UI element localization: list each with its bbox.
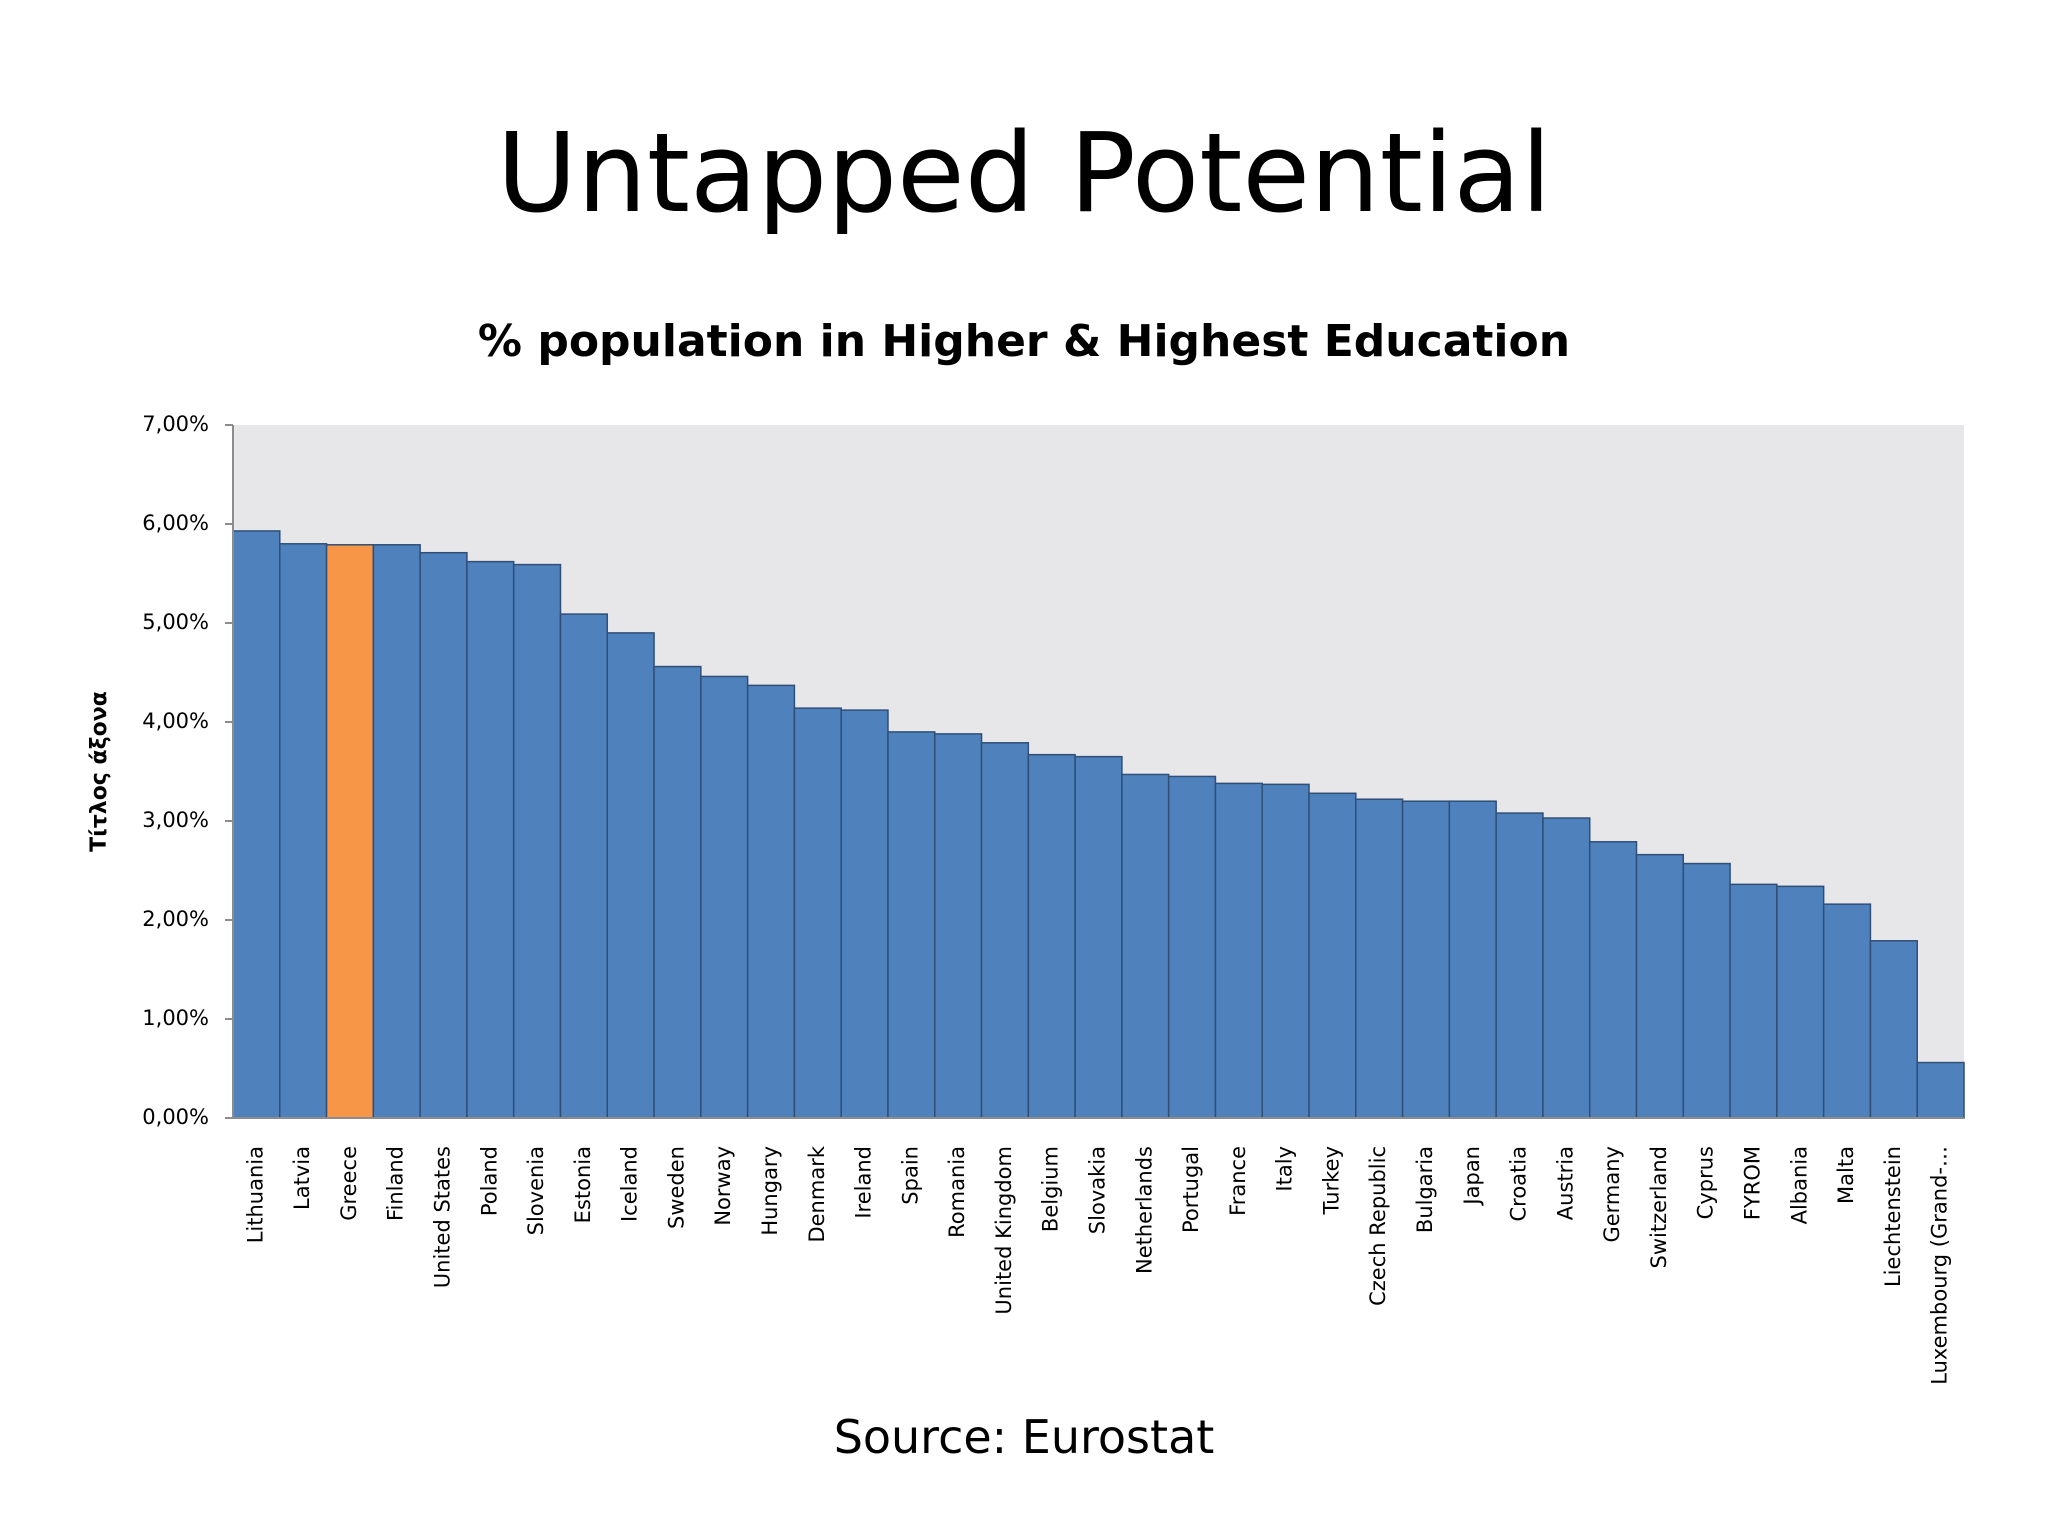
- bar-bulgaria: [1401, 800, 1451, 1119]
- category-label: FYROM: [1740, 1146, 1764, 1220]
- category-label: Lithuania: [243, 1146, 267, 1243]
- bar-slovenia: [512, 563, 562, 1119]
- bars-group: [232, 530, 1965, 1119]
- bar-italy: [1261, 783, 1310, 1119]
- category-label: Portugal: [1179, 1146, 1203, 1233]
- category-label: Sweden: [664, 1146, 688, 1229]
- category-label: Ireland: [852, 1146, 876, 1219]
- category-label: Romania: [945, 1146, 969, 1238]
- y-axis-title: Τίτλος άξονα: [87, 691, 112, 852]
- y-tick-labels: 0,00% 1,00% 2,00% 3,00% 4,00% 5,00% 6,00% 7,00%: [142, 412, 209, 1129]
- category-label: France: [1226, 1146, 1250, 1216]
- category-label: Greece: [337, 1146, 361, 1221]
- category-label: Japan: [1460, 1146, 1484, 1207]
- bar-liechtenstein: [1869, 940, 1918, 1119]
- y-tick-label: 2,00%: [142, 907, 209, 931]
- bar-germany: [1588, 841, 1638, 1119]
- category-label: Poland: [477, 1146, 501, 1216]
- source-note: Source: Eurostat: [833, 1410, 1215, 1464]
- y-tick-label: 5,00%: [142, 610, 209, 634]
- bar-france: [1214, 782, 1263, 1119]
- y-tick-label: 0,00%: [142, 1105, 209, 1129]
- category-label: Liechtenstein: [1881, 1146, 1905, 1287]
- category-label: Slovakia: [1086, 1146, 1110, 1234]
- y-tick-label: 6,00%: [142, 511, 209, 535]
- bar-malta: [1822, 903, 1872, 1119]
- bar-slovakia: [1074, 755, 1123, 1119]
- category-label: Netherlands: [1132, 1146, 1156, 1274]
- bar-norway: [700, 675, 749, 1119]
- category-label: Estonia: [571, 1146, 595, 1223]
- category-label: Austria: [1553, 1146, 1577, 1220]
- category-label: United States: [431, 1146, 455, 1288]
- category-label: Malta: [1834, 1146, 1858, 1204]
- axes-group: [225, 424, 1964, 1119]
- category-label: Belgium: [1039, 1146, 1063, 1232]
- category-label: Albania: [1787, 1146, 1811, 1224]
- bar-albania: [1776, 885, 1825, 1119]
- bar-romania: [934, 733, 983, 1119]
- bar-sweden: [653, 665, 702, 1119]
- bar-poland: [466, 560, 515, 1119]
- bar-japan: [1448, 800, 1497, 1119]
- category-label: Cyprus: [1694, 1146, 1718, 1219]
- bar-lithuania: [232, 530, 281, 1119]
- category-label: Luxembourg (Grand-…: [1928, 1146, 1952, 1385]
- bar-portugal: [1167, 775, 1217, 1119]
- bar-estonia: [559, 613, 609, 1119]
- bar-iceland: [606, 632, 655, 1119]
- bar-denmark: [793, 707, 842, 1119]
- category-label: Czech Republic: [1366, 1146, 1390, 1306]
- chart-title: % population in Higher & Highest Educati…: [477, 316, 1571, 367]
- category-label: Germany: [1600, 1146, 1624, 1243]
- category-label: Latvia: [290, 1146, 314, 1210]
- bar-croatia: [1495, 812, 1544, 1119]
- bar-finland: [372, 544, 421, 1119]
- category-label: Slovenia: [524, 1146, 548, 1235]
- bar-netherlands: [1121, 773, 1170, 1119]
- bar-belgium: [1027, 753, 1076, 1119]
- x-category-labels: Lithuania Latvia Greece Finland United State…: [243, 1145, 1951, 1385]
- bar-fyrom: [1729, 883, 1778, 1119]
- category-label: Turkey: [1319, 1146, 1343, 1215]
- bar-switzerland: [1635, 853, 1685, 1119]
- bar-cyprus: [1682, 862, 1731, 1119]
- bar-united-states: [419, 551, 468, 1119]
- category-label: Italy: [1273, 1146, 1297, 1192]
- y-tick-label: 4,00%: [142, 709, 209, 733]
- category-label: Iceland: [618, 1146, 642, 1222]
- category-label: Denmark: [805, 1145, 829, 1242]
- category-label: Croatia: [1507, 1146, 1531, 1222]
- y-tick-label: 3,00%: [142, 808, 209, 832]
- category-label: Hungary: [758, 1146, 782, 1236]
- category-label: Norway: [711, 1146, 735, 1226]
- category-label: United Kingdom: [992, 1146, 1016, 1315]
- bar-greece: [325, 544, 375, 1119]
- y-tick-label: 1,00%: [142, 1006, 209, 1030]
- category-label: Finland: [384, 1146, 408, 1221]
- bar-luxembourg-grand: [1916, 1061, 1965, 1119]
- slide-title: Untapped Potential: [496, 109, 1552, 237]
- y-tick-label: 7,00%: [142, 412, 209, 436]
- bar-austria: [1542, 817, 1591, 1119]
- bar-united-kingdom: [980, 742, 1030, 1119]
- bar-spain: [887, 731, 936, 1119]
- bar-latvia: [279, 543, 328, 1119]
- category-label: Bulgaria: [1413, 1146, 1437, 1233]
- bar-czech-republic: [1355, 798, 1404, 1119]
- bar-ireland: [840, 709, 889, 1119]
- bar-hungary: [746, 684, 796, 1119]
- category-label: Switzerland: [1647, 1146, 1671, 1269]
- bar-turkey: [1308, 792, 1357, 1119]
- category-label: Spain: [898, 1146, 922, 1205]
